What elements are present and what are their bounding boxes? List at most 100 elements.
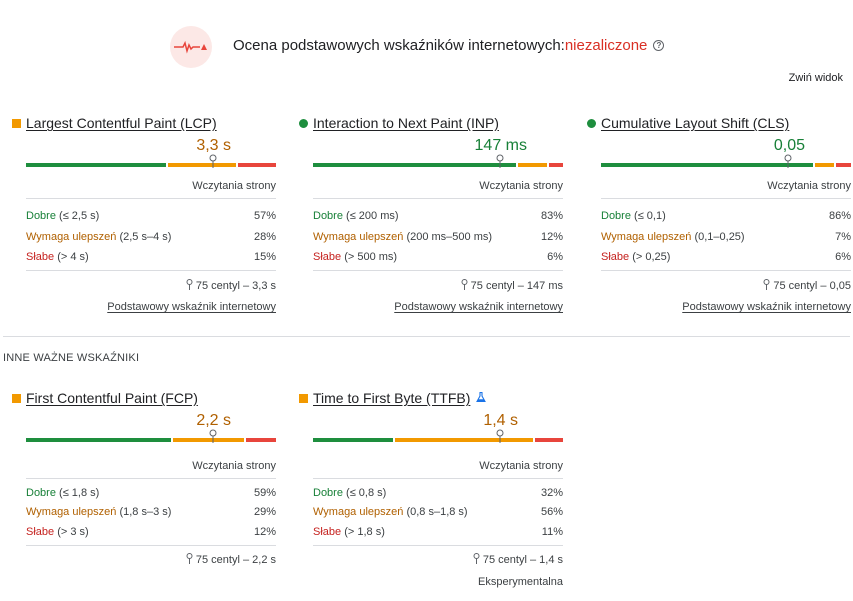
- bar-segment-needs-improvement: [168, 163, 236, 167]
- needs-improvement-square-icon: [299, 394, 308, 403]
- divider: [601, 270, 851, 271]
- divider: [26, 198, 276, 199]
- metric-title: Interaction to Next Paint (INP): [299, 115, 499, 131]
- assessment-status: niezaliczone: [564, 37, 648, 54]
- metric-name-link[interactable]: Interaction to Next Paint (INP): [313, 115, 499, 131]
- metric-title: Time to First Byte (TTFB): [299, 390, 487, 406]
- p75-marker-icon: [496, 154, 504, 168]
- poor-pct: 6%: [835, 251, 851, 263]
- other-metrics-heading: INNE WAŻNE WSKAŹNIKI: [3, 352, 140, 364]
- divider: [26, 545, 276, 546]
- experimental-label: Eksperymentalna: [478, 576, 563, 588]
- metric-card-cls: Cumulative Layout Shift (CLS) 0,05 Wczyt…: [587, 115, 851, 325]
- poor-range: (> 1,8 s): [341, 526, 385, 538]
- poor-pct: 12%: [253, 526, 276, 538]
- metric-title: Largest Contentful Paint (LCP): [12, 115, 217, 131]
- distribution-bar: [601, 154, 851, 168]
- good-pct: 59%: [253, 487, 276, 499]
- metric-name-link[interactable]: First Contentful Paint (FCP): [26, 390, 198, 406]
- metric-value: 1,4 s: [483, 412, 518, 429]
- metric-value: 147 ms: [474, 137, 527, 154]
- divider: [313, 478, 563, 479]
- row-needs-improvement: Wymaga ulepszeń (200 ms–500 ms) 12%: [313, 231, 563, 245]
- p75-text: 75 centyl – 0,05: [773, 280, 851, 292]
- divider: [313, 545, 563, 546]
- bar-segment-poor: [246, 438, 276, 442]
- p75-marker-icon: [496, 429, 504, 443]
- good-range: (≤ 2,5 s): [55, 210, 100, 222]
- row-poor: Słabe (> 0,25) 6%: [601, 251, 851, 265]
- good-label: Dobre: [26, 210, 56, 222]
- good-pct: 86%: [828, 210, 851, 222]
- good-range: (≤ 0,1): [630, 210, 666, 222]
- needs-improvement-range: (0,8 s–1,8 s): [403, 506, 468, 518]
- poor-pct: 11%: [541, 526, 563, 538]
- metric-name-link[interactable]: Cumulative Layout Shift (CLS): [601, 115, 790, 131]
- metric-name-link[interactable]: Time to First Byte (TTFB): [313, 390, 471, 406]
- page-loads-label: Wczytania strony: [192, 460, 276, 472]
- good-label: Dobre: [26, 487, 56, 499]
- core-web-vital-link[interactable]: Podstawowy wskaźnik internetowy: [394, 301, 563, 313]
- needs-improvement-square-icon: [12, 119, 21, 128]
- good-dot-icon: [299, 119, 308, 128]
- needs-improvement-pct: 56%: [540, 506, 563, 518]
- bar-segment-good: [313, 163, 516, 167]
- bar-segment-good: [313, 438, 393, 442]
- row-good: Dobre (≤ 0,8 s) 32%: [313, 487, 563, 501]
- pin-icon: [186, 553, 193, 564]
- p75-marker-icon: [784, 154, 792, 168]
- row-needs-improvement: Wymaga ulepszeń (0,1–0,25) 7%: [601, 231, 851, 245]
- divider: [313, 198, 563, 199]
- page-loads-label: Wczytania strony: [479, 460, 563, 472]
- poor-pct: 15%: [253, 251, 276, 263]
- row-poor: Słabe (> 4 s) 15%: [26, 251, 276, 265]
- needs-improvement-range: (1,8 s–3 s): [116, 506, 172, 518]
- metric-name-link[interactable]: Largest Contentful Paint (LCP): [26, 115, 217, 131]
- info-icon[interactable]: ?: [653, 40, 665, 51]
- distribution-bar: [313, 154, 563, 168]
- p75-text: 75 centyl – 3,3 s: [195, 280, 276, 292]
- poor-label: Słabe: [26, 526, 55, 538]
- pin-icon: [763, 279, 770, 290]
- bar-segment-needs-improvement: [518, 163, 547, 167]
- divider: [601, 198, 851, 199]
- divider: [26, 270, 276, 271]
- assessment-title: Ocena podstawowych wskaźników internetow…: [233, 37, 665, 54]
- distribution-bar: [313, 429, 563, 443]
- poor-pct: 6%: [547, 251, 563, 263]
- poor-label: Słabe: [601, 251, 630, 263]
- bar-segment-good: [601, 163, 813, 167]
- poor-range: (> 4 s): [54, 251, 89, 263]
- collapse-view-button[interactable]: Zwiń widok: [788, 72, 843, 84]
- needs-improvement-square-icon: [12, 394, 21, 403]
- p75-text: 75 centyl – 147 ms: [470, 280, 563, 292]
- good-label: Dobre: [601, 210, 631, 222]
- good-range: (≤ 1,8 s): [55, 487, 100, 499]
- poor-label: Słabe: [313, 251, 342, 263]
- row-needs-improvement: Wymaga ulepszeń (0,8 s–1,8 s) 56%: [313, 506, 563, 520]
- p75-marker-icon: [209, 154, 217, 168]
- bar-segment-needs-improvement: [815, 163, 834, 167]
- needs-improvement-label: Wymaga ulepszeń: [313, 231, 404, 243]
- metric-value: 2,2 s: [196, 412, 231, 429]
- good-pct: 32%: [540, 487, 563, 499]
- page-loads-label: Wczytania strony: [767, 180, 851, 192]
- poor-label: Słabe: [26, 251, 55, 263]
- metric-card-inp: Interaction to Next Paint (INP) 147 ms W…: [299, 115, 563, 325]
- distribution-bar: [26, 154, 276, 168]
- metric-card-fcp: First Contentful Paint (FCP) 2,2 s Wczyt…: [12, 390, 276, 600]
- metric-title: First Contentful Paint (FCP): [12, 390, 198, 406]
- assessment-header: Ocena podstawowych wskaźników internetow…: [0, 0, 853, 95]
- core-web-vital-link[interactable]: Podstawowy wskaźnik internetowy: [107, 301, 276, 313]
- good-pct: 57%: [253, 210, 276, 222]
- core-web-vital-link[interactable]: Podstawowy wskaźnik internetowy: [682, 301, 851, 313]
- divider: [313, 270, 563, 271]
- fail-pulse-icon: [170, 26, 212, 68]
- needs-improvement-pct: 12%: [540, 231, 563, 243]
- row-poor: Słabe (> 500 ms) 6%: [313, 251, 563, 265]
- metric-card-ttfb: Time to First Byte (TTFB) 1,4 s Wczytani…: [299, 390, 563, 600]
- poor-range: (> 500 ms): [341, 251, 398, 263]
- section-divider: [3, 336, 850, 337]
- needs-improvement-pct: 28%: [253, 231, 276, 243]
- bar-segment-good: [26, 438, 171, 442]
